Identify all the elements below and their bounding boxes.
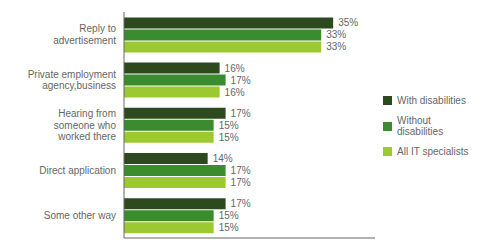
svg-text:Private employmentagency,busin: Private employmentagency,business xyxy=(28,69,117,92)
svg-text:14%: 14% xyxy=(213,153,233,164)
svg-text:17%: 17% xyxy=(231,165,251,176)
svg-text:16%: 16% xyxy=(225,87,245,98)
svg-text:17%: 17% xyxy=(231,75,251,86)
html-text:With disabilities: With disabilities xyxy=(397,95,466,106)
html-text:All IT specialists: All IT specialists xyxy=(397,145,469,157)
svg-text:15%: 15% xyxy=(219,132,239,143)
svg-text:Direct application: Direct application xyxy=(39,165,116,176)
svg-text:33%: 33% xyxy=(326,41,346,52)
svg-text:Reply toadvertisement: Reply toadvertisement xyxy=(53,23,116,45)
svg-text:Some other way: Some other way xyxy=(44,210,116,221)
svg-text:17%: 17% xyxy=(231,198,251,209)
svg-text:Hearing fromsomeone whoworked: Hearing fromsomeone whoworked there xyxy=(54,108,117,142)
svg-text:35%: 35% xyxy=(338,17,358,28)
svg-text:15%: 15% xyxy=(219,210,239,221)
svg-text:17%: 17% xyxy=(231,108,251,119)
svg-text:15%: 15% xyxy=(219,120,239,131)
svg-text:17%: 17% xyxy=(231,177,251,188)
html-text:Without disabilities: Without disabilities xyxy=(397,114,444,137)
svg-text:16%: 16% xyxy=(225,63,245,74)
svg-text:33%: 33% xyxy=(326,29,346,40)
svg-text:15%: 15% xyxy=(219,222,239,233)
